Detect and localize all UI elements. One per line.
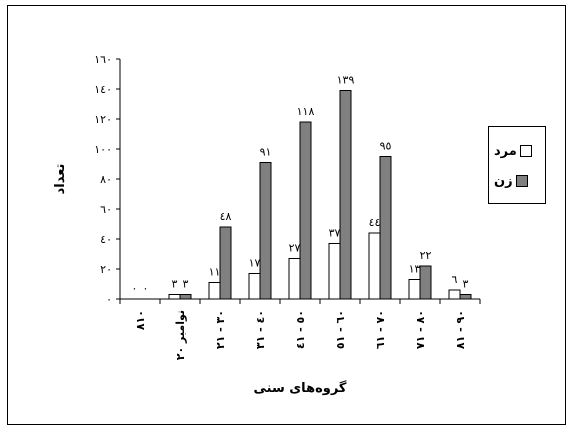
data-label-male: ١١ bbox=[209, 266, 221, 279]
data-label-male: ٤٤ bbox=[369, 216, 381, 229]
y-tick-label: ١٠٠ bbox=[94, 143, 112, 156]
category-label: ٦٠ - ٥١ bbox=[334, 310, 347, 349]
legend: مرد زن bbox=[488, 126, 546, 204]
legend-swatch-female bbox=[515, 175, 528, 187]
data-labels: ٠ ٣ ١١ ١٧ ٢٧ ٣٧ ٤٤ ١٣ ٦ ٠ ٣ ٤٨ ٩١ ١١٨ ١٣٩ ٩٥ ٢٢ ٣ bbox=[132, 74, 469, 296]
y-tick-label: ١٢٠ bbox=[94, 113, 112, 126]
y-tick-label: ١٤٠ bbox=[94, 83, 112, 96]
bar-male bbox=[408, 279, 421, 300]
category-labels: ٨١٠ نوامبر ٢٠ ٣٠ - ٢١ ٤٠ - ٣١ ٥٠ - ٤١ ٦٠ - ٥١… bbox=[134, 310, 467, 360]
bar-male bbox=[328, 243, 341, 300]
x-ticks bbox=[119, 299, 481, 304]
category-label: ٣٠ - ٢١ bbox=[214, 310, 227, 349]
category-label: ٩٠ - ٨١ bbox=[454, 310, 467, 349]
data-label-female: ٩٥ bbox=[380, 140, 392, 153]
data-label-male: ٣٧ bbox=[329, 227, 341, 240]
bar-female bbox=[339, 90, 352, 300]
data-label-female: ٣ bbox=[183, 278, 189, 291]
x-axis-title: گروه‌های سنی bbox=[254, 380, 347, 396]
bar-female bbox=[459, 294, 472, 300]
data-label-female: ١٣٩ bbox=[337, 74, 355, 87]
data-label-male: ٢٧ bbox=[289, 242, 301, 255]
y-axis-title: تعداد bbox=[53, 164, 68, 195]
data-label-female: ٤٨ bbox=[220, 210, 232, 223]
data-label-female: ٩١ bbox=[260, 146, 272, 159]
data-label-female: ٠ bbox=[143, 282, 149, 295]
legend-item-male: مرد bbox=[494, 141, 539, 161]
data-label-female: ٢٢ bbox=[420, 249, 432, 262]
category-label: نوامبر ٢٠ bbox=[174, 310, 187, 360]
data-label-female: ٣ bbox=[463, 278, 469, 291]
bar-female bbox=[179, 294, 192, 300]
data-label-male: ١٧ bbox=[249, 257, 261, 270]
bar-male bbox=[288, 258, 301, 300]
bar-male bbox=[248, 273, 261, 300]
bar-male bbox=[368, 232, 381, 300]
legend-label-female: زن bbox=[494, 173, 513, 189]
bar-female bbox=[299, 121, 312, 300]
data-label-male: ٣ bbox=[172, 278, 178, 291]
legend-label-male: مرد bbox=[494, 143, 517, 159]
y-tick-label: ٤٠ bbox=[100, 233, 112, 246]
data-label-male: ١٣ bbox=[409, 263, 421, 276]
data-label-male: ٦ bbox=[452, 273, 458, 286]
bar-female bbox=[379, 156, 392, 300]
category-label: ٨١٠ bbox=[134, 310, 147, 330]
bar-female bbox=[219, 226, 232, 300]
bar-female bbox=[259, 162, 272, 300]
category-label: ٥٠ - ٤١ bbox=[294, 310, 307, 349]
bar-female bbox=[419, 265, 432, 300]
y-tick-label: ١٦٠ bbox=[94, 53, 112, 66]
bar-male bbox=[448, 289, 461, 300]
category-label: ٨٠ - ٧١ bbox=[414, 310, 427, 349]
data-label-male: ٠ bbox=[132, 282, 138, 295]
bars bbox=[168, 90, 472, 300]
chart-frame bbox=[7, 5, 566, 425]
category-label: ٧٠ - ٦١ bbox=[374, 310, 387, 349]
y-tick-label: ٠ bbox=[106, 293, 112, 306]
bar-male bbox=[168, 294, 181, 300]
data-label-female: ١١٨ bbox=[297, 105, 315, 118]
y-tick-label: ٨٠ bbox=[100, 173, 112, 186]
legend-swatch-male bbox=[519, 145, 532, 157]
y-ticks: ٠ ٢٠ ٤٠ ٦٠ ٨٠ ١٠٠ ١٢٠ ١٤٠ ١٦٠ bbox=[94, 53, 120, 306]
y-tick-label: ٦٠ bbox=[100, 203, 112, 216]
category-label: ٤٠ - ٣١ bbox=[254, 310, 267, 349]
legend-item-female: زن bbox=[494, 171, 539, 191]
y-tick-label: ٢٠ bbox=[100, 263, 112, 276]
bar-male bbox=[208, 282, 221, 300]
